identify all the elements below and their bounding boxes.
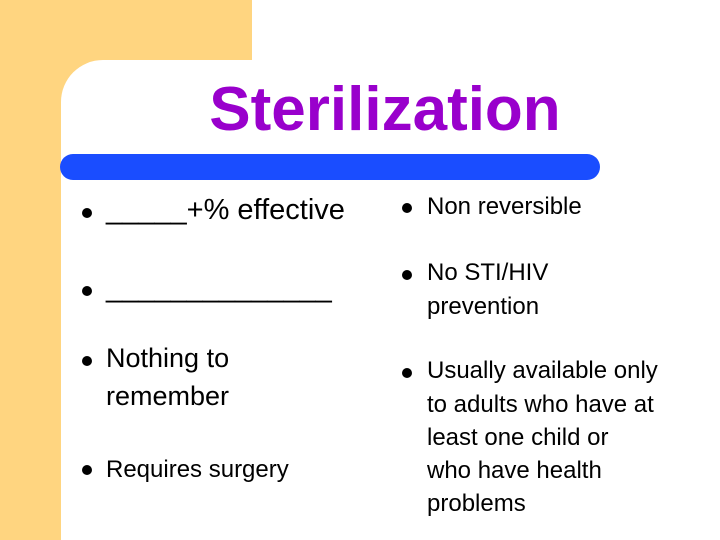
bullet-text-line2: remember xyxy=(106,381,230,411)
bullet-dot xyxy=(82,356,92,366)
bullet-text-line1: Usually available only xyxy=(427,357,658,384)
slide-title: Sterilization xyxy=(209,75,561,144)
bullet-text: Requires surgery xyxy=(106,456,289,483)
bullet-text-line4: who have health xyxy=(427,457,602,484)
title-underline-bar xyxy=(60,154,600,180)
bullet-text-line5: problems xyxy=(427,490,526,517)
bullet-dot xyxy=(82,286,92,296)
bullet-text: ______________ xyxy=(106,272,332,304)
bullet-text-line2: to adults who have at xyxy=(427,391,654,418)
bullet-dot xyxy=(402,270,412,280)
bullet-text: _____+% effective xyxy=(106,194,345,226)
bullet-text-line3: least one child or xyxy=(427,424,609,451)
bullet-text-line1: Nothing to xyxy=(106,343,230,373)
bullet-dot xyxy=(82,465,92,475)
bullet-dot xyxy=(402,203,412,213)
bullet-text-line1: No STI/HIV xyxy=(427,259,549,286)
bullet-text: Non reversible xyxy=(427,193,582,220)
bullet-dot xyxy=(82,208,92,218)
bullet-dot xyxy=(402,368,412,378)
bullet-text-line2: prevention xyxy=(427,293,540,320)
slide-panel xyxy=(61,60,720,540)
